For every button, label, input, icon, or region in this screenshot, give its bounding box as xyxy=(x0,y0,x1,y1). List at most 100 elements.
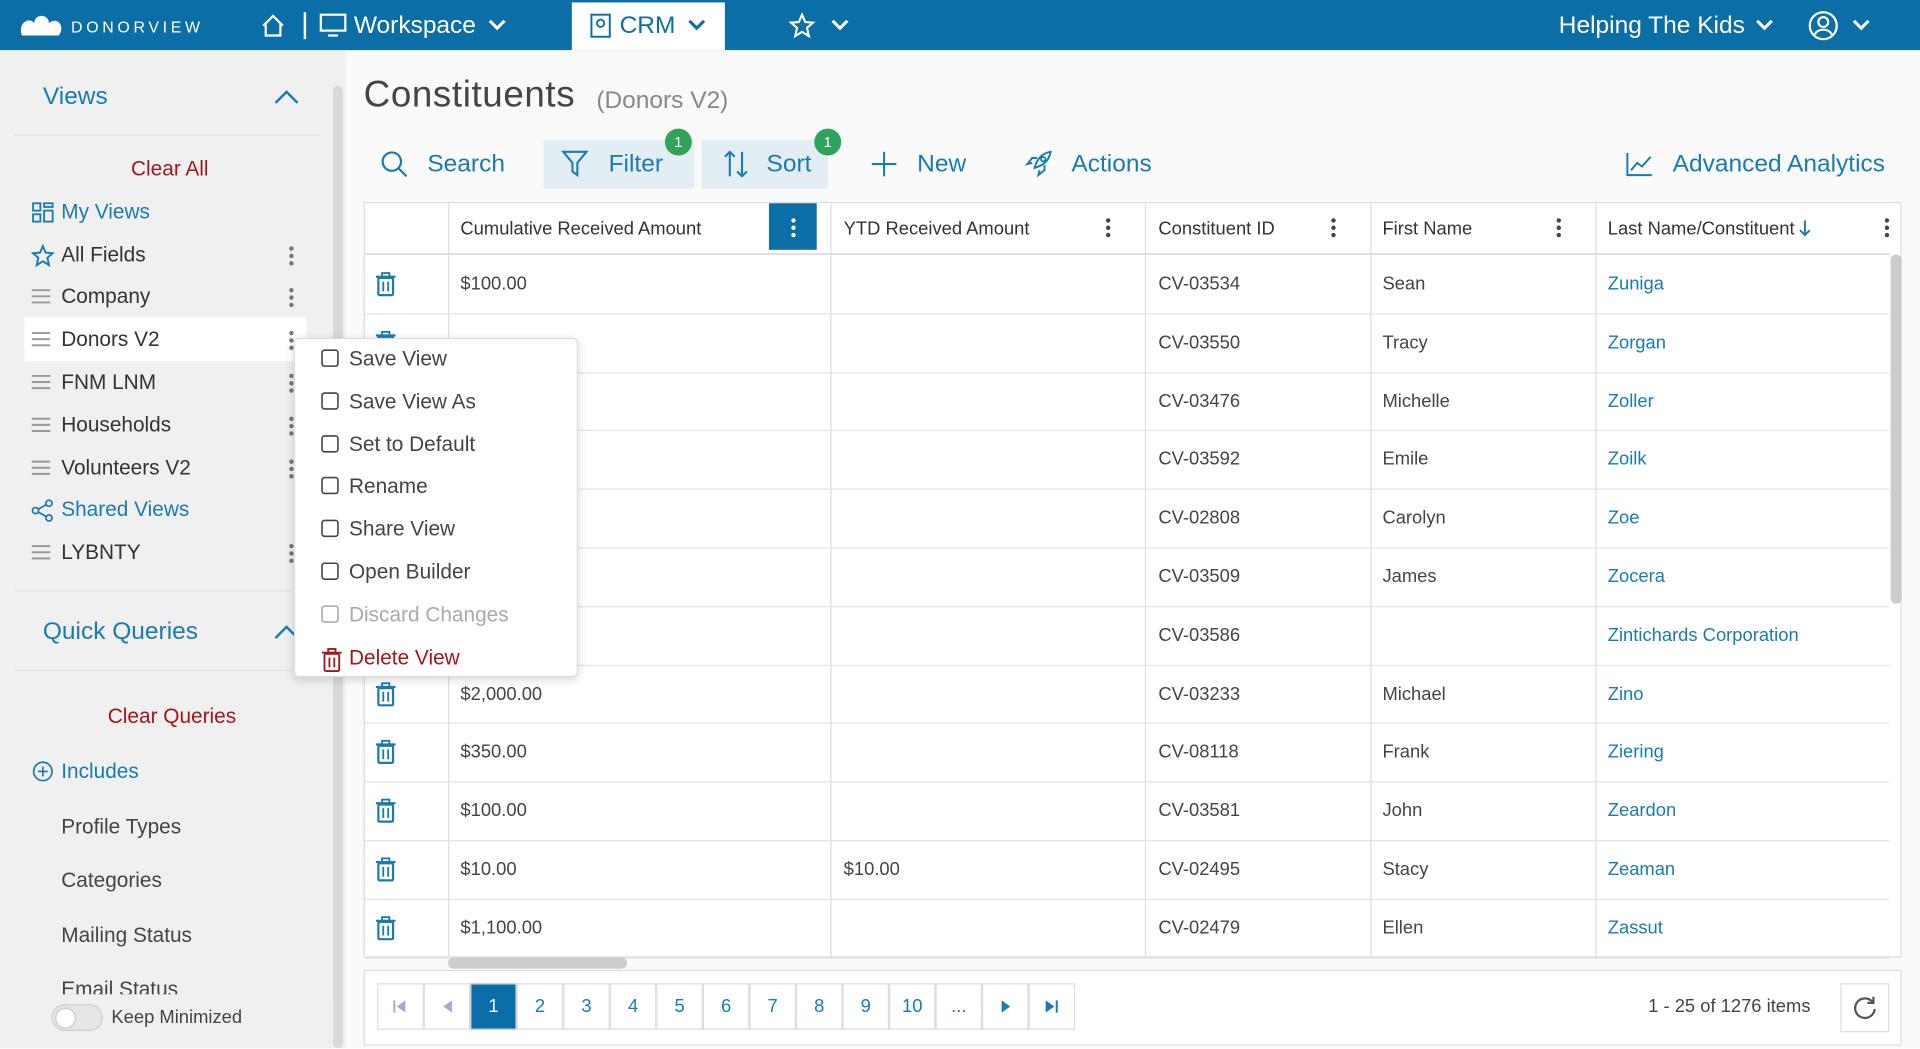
view-item[interactable]: Donors V2 xyxy=(61,327,160,351)
view-options[interactable] xyxy=(289,543,294,564)
column-menu[interactable] xyxy=(1331,218,1336,238)
page-button[interactable] xyxy=(888,983,936,1030)
view-options[interactable] xyxy=(289,416,294,436)
page-number[interactable]: 10 xyxy=(902,996,923,1017)
clear-queries[interactable]: Clear Queries xyxy=(107,704,237,728)
column-header[interactable]: Cumulative Received Amount xyxy=(460,218,702,240)
clear-all[interactable]: Clear All xyxy=(131,157,209,181)
collapse-chevron[interactable] xyxy=(274,624,299,639)
home-icon[interactable] xyxy=(261,13,285,37)
cell[interactable]: Ziering xyxy=(1607,741,1664,763)
menu-item[interactable]: Delete View xyxy=(348,645,460,670)
cell[interactable]: Zassut xyxy=(1607,917,1663,939)
page-number[interactable]: 3 xyxy=(581,996,592,1017)
menu-item[interactable]: Set to Default xyxy=(348,432,476,457)
delete-row[interactable] xyxy=(375,857,397,882)
cell[interactable]: Zoilk xyxy=(1607,449,1647,470)
page-button[interactable] xyxy=(516,983,564,1030)
views-divider xyxy=(14,134,321,136)
column-header[interactable]: Last Name/Constituent xyxy=(1607,218,1795,240)
collapse-chevron[interactable] xyxy=(274,89,299,104)
query-item[interactable]: Categories xyxy=(61,868,162,893)
cell[interactable]: Zintichards Corporation xyxy=(1607,624,1799,646)
column-menu[interactable] xyxy=(1105,218,1111,238)
view-options[interactable] xyxy=(289,373,294,393)
cell[interactable]: Zocera xyxy=(1607,566,1665,588)
view-item[interactable]: All Fields xyxy=(61,243,146,267)
sort-label: Sort xyxy=(766,150,812,178)
cell[interactable]: Zoller xyxy=(1607,390,1654,412)
user-icon[interactable] xyxy=(1808,11,1841,43)
view-options[interactable] xyxy=(289,288,294,308)
column-menu[interactable] xyxy=(1556,218,1561,238)
horizontal-scrollbar xyxy=(448,957,627,969)
favorites-icon[interactable] xyxy=(788,12,817,39)
view-item[interactable]: Company xyxy=(61,284,151,308)
delete-row[interactable] xyxy=(375,915,397,940)
view-item[interactable]: My Views xyxy=(61,200,150,224)
page-button[interactable] xyxy=(749,983,796,1030)
page-number[interactable]: 1 xyxy=(488,996,499,1017)
cell[interactable]: Zoe xyxy=(1607,507,1640,529)
view-item[interactable]: Volunteers V2 xyxy=(61,456,191,480)
views-heading[interactable]: Views xyxy=(42,83,108,111)
page-number[interactable]: 4 xyxy=(627,996,639,1017)
page-number[interactable]: 9 xyxy=(860,996,871,1017)
page-number[interactable]: 6 xyxy=(721,996,732,1017)
new-button[interactable]: New xyxy=(917,150,967,178)
column-header[interactable]: Constituent ID xyxy=(1158,218,1275,240)
view-item[interactable]: LYBNTY xyxy=(61,540,141,564)
page-number[interactable]: 2 xyxy=(534,996,546,1017)
page-button[interactable] xyxy=(609,983,657,1030)
view-options[interactable] xyxy=(289,459,294,479)
menu-item[interactable]: Save View xyxy=(348,347,447,371)
cell[interactable]: Zeaman xyxy=(1607,858,1676,880)
page-button[interactable] xyxy=(563,983,610,1030)
search-button[interactable]: Search xyxy=(427,150,505,178)
actions-button[interactable]: Actions xyxy=(1071,150,1152,178)
page-number[interactable]: 8 xyxy=(814,996,825,1017)
query-item[interactable]: Profile Types xyxy=(61,814,182,839)
delete-row[interactable] xyxy=(375,798,397,823)
delete-row[interactable] xyxy=(375,740,397,765)
view-item[interactable]: Shared Views xyxy=(61,497,190,522)
sort-button[interactable] xyxy=(701,139,828,189)
page-number[interactable]: 7 xyxy=(767,996,778,1017)
page-button[interactable] xyxy=(470,983,517,1030)
page-button[interactable] xyxy=(656,983,703,1030)
menu-item[interactable]: Open Builder xyxy=(348,560,471,584)
view-options[interactable] xyxy=(289,246,294,266)
cell[interactable]: Zeardon xyxy=(1607,800,1677,822)
organization-menu[interactable]: Helping The Kids xyxy=(1558,12,1745,40)
crm-menu[interactable]: CRM xyxy=(619,12,676,40)
page-button[interactable] xyxy=(795,983,843,1030)
view-options[interactable] xyxy=(289,330,294,351)
page-number[interactable]: 5 xyxy=(674,996,685,1017)
menu-item[interactable]: Share View xyxy=(348,517,456,541)
page-button[interactable] xyxy=(842,983,889,1030)
includes[interactable]: Includes xyxy=(61,759,139,784)
column-header[interactable]: YTD Received Amount xyxy=(843,218,1030,240)
delete-row[interactable] xyxy=(375,272,397,297)
cell: Emile xyxy=(1382,449,1429,470)
column-menu[interactable] xyxy=(1884,218,1890,238)
query-item[interactable]: Mailing Status xyxy=(61,923,192,948)
refresh-button[interactable] xyxy=(1840,983,1890,1033)
view-item[interactable]: Households xyxy=(61,413,172,437)
menu-item[interactable]: Save View As xyxy=(348,390,476,414)
column-header[interactable]: First Name xyxy=(1382,218,1473,240)
more-pages[interactable] xyxy=(935,983,983,1030)
ellipsis[interactable]: ... xyxy=(951,996,967,1017)
cell[interactable]: Zuniga xyxy=(1607,273,1664,295)
cell[interactable]: Zino xyxy=(1607,683,1644,705)
previous-page[interactable] xyxy=(423,983,471,1030)
quick-queries-heading[interactable]: Quick Queries xyxy=(42,618,199,646)
menu-item[interactable]: Rename xyxy=(348,474,428,498)
cell[interactable]: Zorgan xyxy=(1607,332,1666,353)
view-icon xyxy=(30,243,56,268)
page-button[interactable] xyxy=(702,983,750,1030)
view-item[interactable]: FNM LNM xyxy=(61,370,157,394)
workspace-menu[interactable]: Workspace xyxy=(353,12,476,40)
advanced-analytics[interactable]: Advanced Analytics xyxy=(1672,150,1886,178)
delete-row[interactable] xyxy=(375,681,397,706)
